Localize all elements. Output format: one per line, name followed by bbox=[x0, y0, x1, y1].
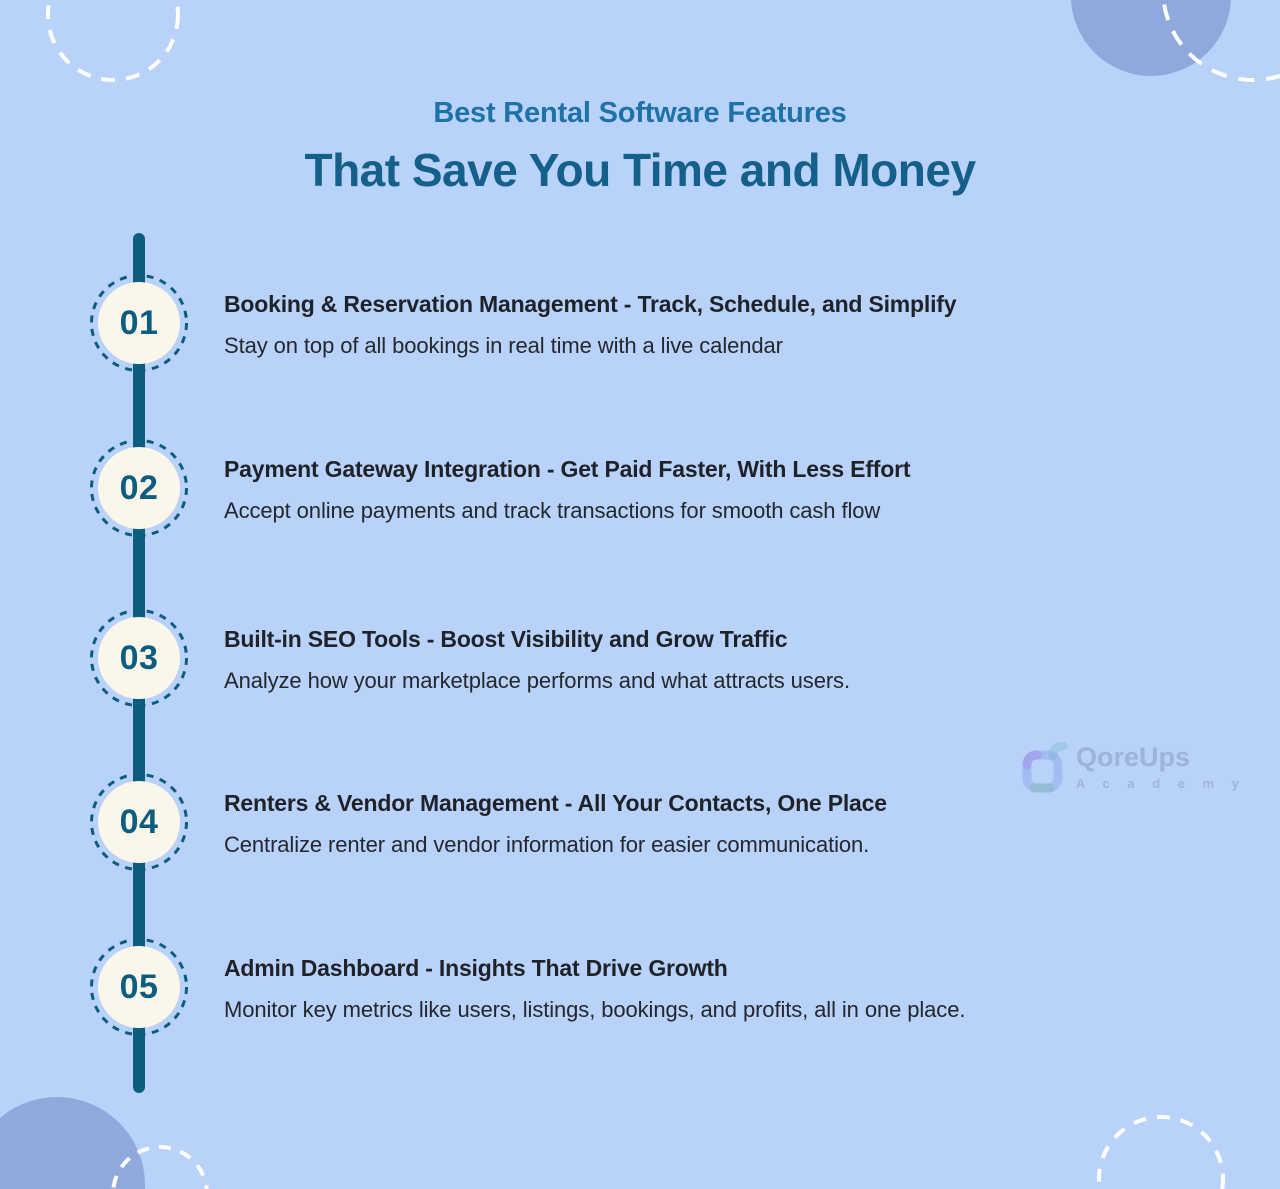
step-number: 04 bbox=[119, 802, 159, 841]
dashed-ring-icon bbox=[90, 773, 188, 871]
step-badge-circle: 05 bbox=[98, 946, 180, 1028]
feature-item-3: 03 Built-in SEO Tools - Boost Visibility… bbox=[0, 608, 1280, 708]
feature-description: Accept online payments and track transac… bbox=[224, 498, 881, 523]
step-number: 03 bbox=[119, 638, 159, 677]
step-badge-circle: 02 bbox=[98, 447, 180, 529]
step-badge-circle: 03 bbox=[98, 617, 180, 699]
dashed-ring-icon bbox=[90, 609, 188, 707]
feature-description: Monitor key metrics like users, listings… bbox=[224, 997, 966, 1022]
feature-description: Analyze how your marketplace performs an… bbox=[224, 668, 850, 693]
dashed-ring-icon bbox=[90, 439, 188, 537]
feature-description: Centralize renter and vendor information… bbox=[224, 832, 870, 857]
feature-heading: Built-in SEO Tools - Boost Visibility an… bbox=[224, 626, 788, 652]
step-badge-5: 05 bbox=[89, 937, 189, 1037]
feature-content: Booking & Reservation Management - Track… bbox=[224, 289, 1204, 361]
dashed-ring-icon bbox=[90, 938, 188, 1036]
dashed-circle-bottom-right bbox=[1097, 1115, 1225, 1189]
step-badge-3: 03 bbox=[89, 608, 189, 708]
feature-heading: Admin Dashboard - Insights That Drive Gr… bbox=[224, 955, 728, 981]
feature-item-4: 04 Renters & Vendor Management - All You… bbox=[0, 772, 1280, 872]
feature-heading: Payment Gateway Integration - Get Paid F… bbox=[224, 456, 911, 482]
step-badge-4: 04 bbox=[89, 772, 189, 872]
solid-circle-bottom-left bbox=[0, 1097, 145, 1189]
feature-content: Renters & Vendor Management - All Your C… bbox=[224, 788, 1204, 860]
step-number: 05 bbox=[119, 967, 159, 1006]
feature-content: Built-in SEO Tools - Boost Visibility an… bbox=[224, 624, 1204, 696]
dashed-circle-top-left bbox=[46, 0, 180, 82]
feature-item-2: 02 Payment Gateway Integration - Get Pai… bbox=[0, 438, 1280, 538]
feature-item-1: 01 Booking & Reservation Management - Tr… bbox=[0, 273, 1280, 373]
feature-item-5: 05 Admin Dashboard - Insights That Drive… bbox=[0, 937, 1280, 1037]
step-number: 01 bbox=[119, 303, 159, 342]
feature-content: Payment Gateway Integration - Get Paid F… bbox=[224, 454, 1204, 526]
page-title: That Save You Time and Money bbox=[304, 144, 976, 196]
feature-content: Admin Dashboard - Insights That Drive Gr… bbox=[224, 953, 1204, 1025]
watermark-brand: QoreUps bbox=[1076, 742, 1191, 772]
feature-description: Stay on top of all bookings in real time… bbox=[224, 333, 783, 358]
step-badge-1: 01 bbox=[89, 273, 189, 373]
dashed-circle-bottom-left bbox=[111, 1145, 209, 1189]
step-badge-circle: 01 bbox=[98, 282, 180, 364]
feature-heading: Renters & Vendor Management - All Your C… bbox=[224, 790, 887, 816]
step-badge-2: 02 bbox=[89, 438, 189, 538]
step-number: 02 bbox=[119, 468, 159, 507]
step-badge-circle: 04 bbox=[98, 781, 180, 863]
page-subtitle: Best Rental Software Features bbox=[433, 97, 847, 129]
solid-circle-top-right bbox=[1071, 0, 1231, 76]
dashed-circle-top-right bbox=[1161, 0, 1280, 82]
feature-heading: Booking & Reservation Management - Track… bbox=[224, 291, 957, 317]
dashed-ring-icon bbox=[90, 274, 188, 372]
